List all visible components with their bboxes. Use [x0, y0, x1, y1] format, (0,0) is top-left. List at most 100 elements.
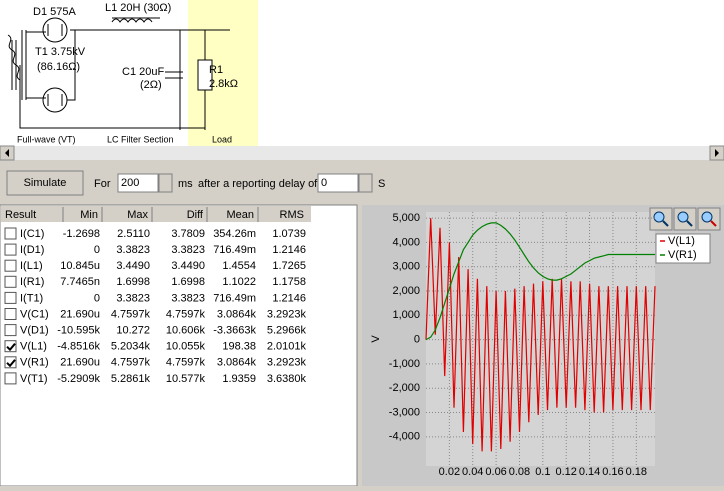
cell: 716.49m — [213, 292, 256, 304]
cell: V(R1) — [20, 357, 49, 369]
checkbox[interactable] — [4, 243, 17, 256]
checkmark — [6, 359, 16, 368]
column-header: Min — [80, 209, 98, 221]
cell: 21.690u — [60, 308, 100, 320]
x-tick-label: 0.1 — [535, 466, 550, 478]
checkbox[interactable] — [4, 275, 17, 288]
cell: 7.7465n — [60, 276, 100, 288]
y-tick-label: 4,000 — [392, 236, 420, 248]
cell: 198.38 — [222, 341, 256, 353]
x-tick-label: 0.02 — [439, 466, 460, 478]
spinner[interactable] — [158, 173, 173, 193]
spinner[interactable] — [358, 173, 373, 193]
section-label: Full-wave (VT) — [17, 134, 76, 144]
toolbar: Simulate For 200 ms after a reporting de… — [6, 170, 385, 196]
y-tick-label: -2,000 — [389, 382, 420, 394]
horizontal-scrollbar[interactable] — [0, 145, 724, 161]
label: T1 3.75kV — [35, 46, 86, 58]
y-tick-label: 1,000 — [392, 309, 420, 321]
cell: 2.5110 — [117, 228, 150, 240]
column-header: Diff — [187, 209, 204, 221]
cell: 10.055k — [166, 341, 206, 353]
cell: 1.7265 — [272, 260, 306, 272]
cell: I(D1) — [20, 244, 44, 256]
table-header — [1, 206, 311, 222]
column-header: Result — [5, 209, 36, 221]
cell: 1.9359 — [222, 373, 256, 385]
x-tick-label: 0.08 — [509, 466, 530, 478]
cell: 10.606k — [166, 325, 206, 337]
checkbox[interactable] — [4, 356, 17, 369]
x-tick-label: 0.04 — [462, 466, 483, 478]
results-table — [0, 204, 358, 487]
series-line — [425, 218, 656, 452]
cell: 0 — [94, 244, 100, 256]
cell: 4.7597k — [111, 308, 151, 320]
cell: 3.2923k — [267, 308, 307, 320]
simulate-button[interactable] — [6, 170, 84, 196]
cell: 1.1758 — [272, 276, 306, 288]
input-value: 200 — [121, 177, 139, 189]
cell: 3.4490 — [116, 260, 150, 272]
cell: -10.595k — [57, 325, 100, 337]
column-header: Mean — [226, 209, 254, 221]
label: D1 575A — [33, 6, 76, 18]
label: For — [94, 178, 111, 190]
cell: V(C1) — [20, 308, 49, 320]
duration-input[interactable] — [117, 173, 159, 193]
legend-label: V(R1) — [668, 249, 697, 261]
cell: 3.7809 — [171, 228, 205, 240]
checkbox[interactable] — [4, 259, 17, 272]
button-label: Simulate — [24, 177, 67, 189]
series-line — [425, 222, 655, 341]
cell: 354.26m — [213, 228, 256, 240]
y-tick-label: -4,000 — [389, 431, 420, 443]
section-label: LC Filter Section — [107, 134, 174, 144]
cell: V(L1) — [20, 341, 47, 353]
cell: 3.2923k — [267, 357, 307, 369]
cell: V(T1) — [20, 373, 48, 385]
cell: -1.2698 — [63, 228, 100, 240]
cell: 3.3823 — [171, 244, 205, 256]
label: (86.16Ω) — [37, 61, 80, 73]
legend-label: V(L1) — [668, 235, 695, 247]
column-header: Max — [127, 209, 148, 221]
checkbox[interactable] — [4, 372, 17, 385]
cell: 4.7597k — [166, 308, 206, 320]
checkbox[interactable] — [4, 227, 17, 240]
cell: 10.845u — [60, 260, 100, 272]
input-value: 0 — [321, 177, 327, 189]
zoom-tools — [649, 207, 721, 231]
y-tick-label: 0 — [414, 334, 420, 346]
column-header: RMS — [280, 209, 304, 221]
cell: 1.4554 — [222, 260, 256, 272]
x-tick-label: 0.14 — [579, 466, 600, 478]
cell: 716.49m — [213, 244, 256, 256]
label: (2Ω) — [140, 79, 162, 91]
checkbox[interactable] — [4, 340, 17, 353]
delay-input[interactable] — [317, 173, 359, 193]
y-tick-label: 3,000 — [392, 261, 420, 273]
x-tick-label: 0.16 — [602, 466, 623, 478]
cell: 0 — [94, 292, 100, 304]
checkbox[interactable] — [4, 324, 17, 337]
label: 2.8kΩ — [209, 78, 238, 90]
label: ms — [178, 178, 193, 190]
label: L1 20H (30Ω) — [105, 2, 171, 14]
cell: -5.2909k — [57, 373, 100, 385]
cell: 1.1022 — [222, 276, 256, 288]
checkbox[interactable] — [4, 291, 17, 304]
y-tick-label: -3,000 — [389, 406, 420, 418]
cell: 1.2146 — [272, 292, 306, 304]
cell: V(D1) — [20, 325, 49, 337]
schematic-panel — [0, 0, 724, 146]
cell: 21.690u — [60, 357, 100, 369]
section-label: Load — [212, 134, 232, 144]
checkbox[interactable] — [4, 308, 17, 320]
cell: 3.0864k — [217, 308, 257, 320]
y-tick-label: -1,000 — [389, 358, 420, 370]
cell: 5.2966k — [267, 325, 307, 337]
label: after a reporting delay of — [198, 178, 318, 190]
